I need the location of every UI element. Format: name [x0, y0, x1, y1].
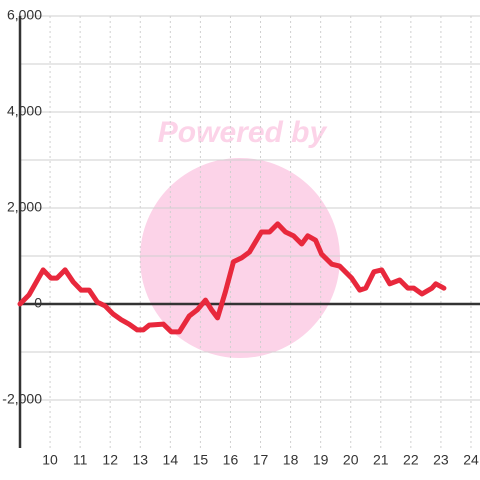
- x-tick-label: 14: [163, 452, 179, 468]
- x-tick-label: 17: [253, 452, 269, 468]
- y-tick-label: 6,000: [7, 7, 42, 23]
- x-tick-label: 21: [373, 452, 389, 468]
- x-tick-label: 23: [433, 452, 449, 468]
- x-tick-label: 24: [463, 452, 479, 468]
- watermark-text: Powered by: [158, 116, 328, 149]
- x-tick-label: 10: [42, 452, 58, 468]
- y-tick-label: -2,000: [2, 391, 42, 407]
- x-tick-label: 15: [193, 452, 209, 468]
- y-tick-label: 4,000: [7, 103, 42, 119]
- x-tick-label: 12: [102, 452, 118, 468]
- x-tick-label: 22: [403, 452, 419, 468]
- x-tick-label: 13: [132, 452, 148, 468]
- x-tick-label: 11: [73, 452, 88, 468]
- y-tick-label: 0: [34, 295, 42, 311]
- x-tick-label: 18: [283, 452, 299, 468]
- x-tick-label: 16: [223, 452, 239, 468]
- x-tick-label: 19: [313, 452, 329, 468]
- x-tick-label: 20: [343, 452, 359, 468]
- data-line: [17, 221, 447, 335]
- y-tick-label: 2,000: [7, 199, 42, 215]
